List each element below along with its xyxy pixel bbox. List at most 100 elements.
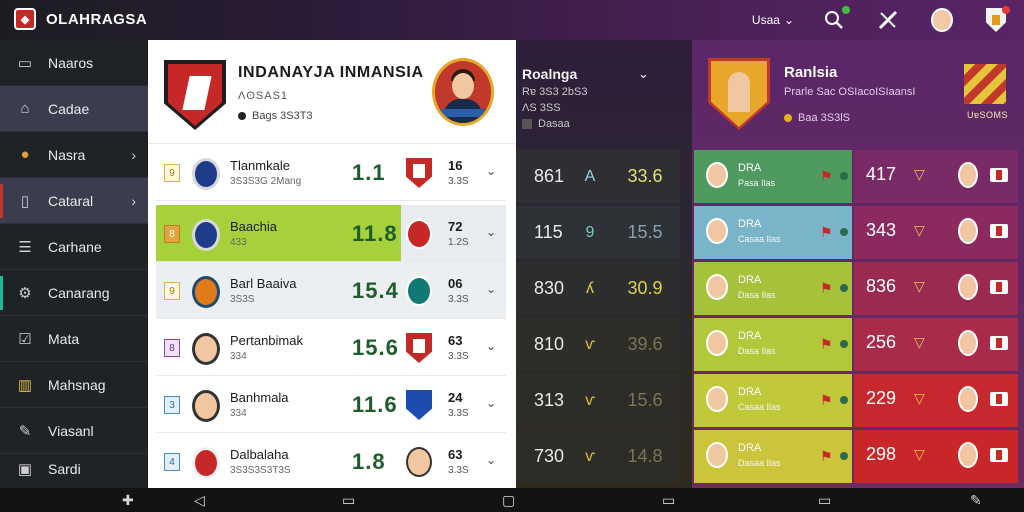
tools-icon[interactable] [874,6,902,34]
stat-row[interactable]: 810 ⱱ 39.6 [516,318,680,371]
match-percent: 3.3S [448,176,469,187]
sidebar-item-mata[interactable]: ☑ Mata [0,316,148,362]
player-card[interactable]: DRA Pasa Ilas ⚑ [694,150,852,203]
stat-indicator-icon: ⱱ [585,335,595,353]
match-percent: 3.3S [448,465,469,476]
square-nav-icon[interactable]: ▭ [818,492,832,508]
team-name: Dalbalaha [230,447,289,462]
chevron-down-icon[interactable]: ⌄ [638,66,649,81]
notification-dot [842,6,850,14]
stat-row[interactable]: 313 ⱱ 15.6 [516,374,680,427]
player-row[interactable]: DRA Dasa Ilas ⚑ 836 ▽ [692,262,1018,315]
player-card[interactable]: DRA Casaa Ilas ⚑ [694,206,852,259]
stat-row[interactable]: 115 9 15.5 [516,206,680,259]
sidebar-item-sardi[interactable]: ▣ Sardi [0,454,148,484]
stat-primary: 313 [534,390,565,410]
team-name: Pertanbimak [230,333,303,348]
player-avatar [706,274,728,300]
player-card[interactable]: DRA Dasa Ilas ⚑ [694,318,852,371]
player-avatar [706,218,728,244]
ranking-badge-icon [708,58,770,130]
player-stat-card[interactable]: 343 ▽ [854,206,1018,259]
stat-secondary: 15.6 [627,390,663,410]
match-row[interactable]: 4 Dalbalaha 3S3S3S3T3S 1.8 63 3.3S ⌄ [156,433,506,490]
puzzle-icon[interactable]: ✚ [122,492,134,508]
stat-secondary: 15.5 [627,222,663,242]
expand-icon[interactable]: ⌄ [485,282,496,296]
coach-portrait[interactable] [432,58,494,126]
expand-icon[interactable]: ⌄ [485,225,496,239]
player-row[interactable]: DRA Casaa Ilas ⚑ 229 ▽ [692,374,1018,427]
player-stat-card[interactable]: 417 ▽ [854,150,1018,203]
player-row[interactable]: DRA Casaa Ilas ⚑ 343 ▽ [692,206,1018,259]
match-percent: 3.3S [448,351,469,362]
stat-row[interactable]: 861 A 33.6 [516,150,680,203]
search-icon[interactable] [820,6,850,34]
sidebar-item-canarang[interactable]: ⚙ Canarang [0,270,148,316]
app-title: OLAHRAGSA [46,10,148,28]
match-row[interactable]: 8 Baachia 433 11.8 72 1.2S ⌄ [156,205,506,262]
stat-row[interactable]: 830 ʎ 30.9 [516,262,680,315]
rank-number: 8 [164,225,180,243]
rank-number: 9 [164,164,180,182]
player-card[interactable]: DRA Casaa Ilas ⚑ [694,374,852,427]
match-row[interactable]: 9 Tlanmkale 3S3S3G 2Mang 1.1 16 3.3S ⌄ [156,144,506,201]
player-row[interactable]: DRA Dasaa Ilas ⚑ 298 ▽ [692,430,1018,483]
status-dot [840,340,848,348]
window-nav-icon[interactable]: ▭ [662,492,676,508]
match-score: 11.8 [352,221,398,246]
home-nav-icon[interactable]: ▭ [342,492,356,508]
team-subtext: 433 [230,237,247,248]
sidebar-item-carhane[interactable]: ☰ Carhane [0,224,148,270]
match-score: 1.8 [352,449,386,474]
back-icon[interactable]: ◁ [194,492,205,508]
trend-icon: ▽ [914,278,925,294]
expand-icon[interactable]: ⌄ [485,453,496,467]
sidebar-item-mahsnag[interactable]: ▥ Mahsnag [0,362,148,408]
team-subtext: 334 [230,408,247,419]
match-row[interactable]: 3 Banhmala 334 11.6 24 3.3S ⌄ [156,376,506,433]
player-card[interactable]: DRA Dasa Ilas ⚑ [694,262,852,315]
match-value: 63 [448,447,463,462]
bag-nav-icon[interactable]: ▢ [502,492,516,508]
sidebar-item-viasanl[interactable]: ✎ Viasanl [0,408,148,454]
sidebar-item-cataral[interactable]: ▯ Cataral › [0,178,148,224]
match-row[interactable]: 8 Pertanbimak 334 15.6 63 3.3S ⌄ [156,319,506,376]
player-card[interactable]: DRA Dasaa Ilas ⚑ [694,430,852,483]
player-stat-card[interactable]: 298 ▽ [854,430,1018,483]
stat-indicator-icon: ⱱ [585,391,595,409]
expand-icon[interactable]: ⌄ [485,396,496,410]
ranking-title: Ranlsia [784,64,838,81]
sidebar-item-nasra[interactable]: ● Nasra › [0,132,148,178]
pen-nav-icon[interactable]: ✎ [970,492,982,508]
sidebar-item-label: Cadae [48,100,90,117]
player-name: DRA [738,386,762,398]
brand[interactable]: ◆ OLAHRAGSA [14,8,147,30]
team-crest-icon [164,60,226,130]
bullet-icon [784,114,792,122]
sidebar-item-naaros[interactable]: ▭ Naaros [0,40,148,86]
expand-icon[interactable]: ⌄ [485,164,496,178]
player-stat-card[interactable]: 836 ▽ [854,262,1018,315]
avatar-icon[interactable] [928,6,956,34]
expand-icon[interactable]: ⌄ [485,339,496,353]
rank-number: 8 [164,339,180,357]
chevron-right-icon: › [131,192,136,209]
team-subtitle: ɅʘSAS1 [238,90,289,102]
player-stat-card[interactable]: 229 ▽ [854,374,1018,427]
stat-row[interactable]: 730 ⱱ 14.8 [516,430,680,483]
trend-icon: ▽ [914,334,925,350]
team-name: Banhmala [230,390,289,405]
match-row[interactable]: 9 Barl Baaiva 3S3S 15.4 06 3.3S ⌄ [156,262,506,319]
player-value: 836 [866,276,897,296]
language-selector[interactable]: Usaa ⌄ [752,13,794,27]
match-value: 72 [448,219,463,234]
stat-primary: 730 [534,446,565,466]
shield-icon[interactable] [982,6,1010,34]
player-row[interactable]: DRA Pasa Ilas ⚑ 417 ▽ [692,150,1018,203]
sidebar-item-cadae[interactable]: ⌂ Cadae [0,86,148,132]
player-stat-card[interactable]: 256 ▽ [854,318,1018,371]
sidebar-item-label: Mata [48,330,80,347]
status-dot [840,228,848,236]
player-row[interactable]: DRA Dasa Ilas ⚑ 256 ▽ [692,318,1018,371]
